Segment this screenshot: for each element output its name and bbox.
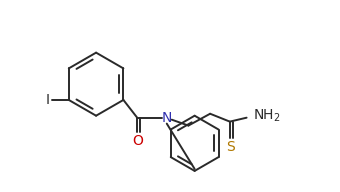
Text: NH$_2$: NH$_2$ bbox=[254, 108, 281, 124]
Text: O: O bbox=[132, 134, 143, 148]
Text: S: S bbox=[226, 140, 235, 154]
Text: I: I bbox=[46, 93, 50, 107]
Text: N: N bbox=[162, 111, 172, 125]
